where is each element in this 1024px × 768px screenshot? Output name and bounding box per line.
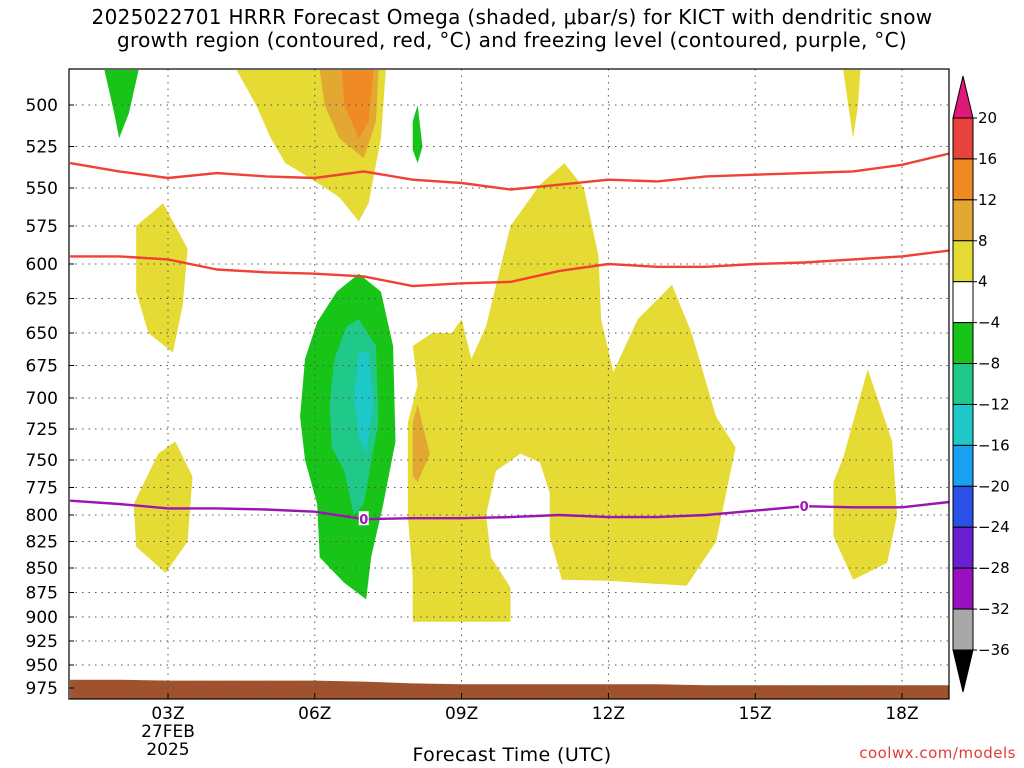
- contour-lines: 00: [69, 152, 949, 528]
- x-axis-label: Forecast Time (UTC): [412, 744, 612, 766]
- omega-region-9: [104, 70, 139, 139]
- colorbar-bottom-arrow: [952, 649, 974, 693]
- omega-region-10: [412, 105, 423, 164]
- colorbar-segment: [952, 526, 974, 569]
- dgz-contour-1: [70, 249, 949, 288]
- colorbar-label: −16: [978, 436, 1010, 454]
- colorbar-label: −24: [978, 518, 1010, 536]
- colorbar-label: 8: [978, 232, 988, 250]
- y-tick-label: 500: [26, 96, 58, 116]
- freezing-level-contour: [70, 499, 949, 521]
- x-tick-date-label: 27FEB: [141, 722, 195, 742]
- y-tick-label: 950: [26, 656, 58, 676]
- colorbar-segment: [952, 322, 974, 365]
- colorbar-label: −4: [978, 314, 1000, 332]
- colorbar-segment: [952, 403, 974, 446]
- colorbar-label: −36: [978, 641, 1010, 659]
- colorbar-segment: [952, 608, 974, 651]
- colorbar-label: 4: [978, 273, 988, 291]
- y-tick-label: 800: [26, 506, 58, 526]
- freezing-level-label: 0: [800, 500, 809, 515]
- colorbar-segment: [952, 240, 974, 283]
- x-tick-date-label: 2025: [146, 740, 189, 760]
- y-tick-label: 575: [26, 217, 58, 237]
- y-tick-label: 650: [26, 324, 58, 344]
- freezing-label-bg: [358, 511, 369, 526]
- y-tick-label: 725: [26, 420, 58, 440]
- y-tick-label: 850: [26, 559, 58, 579]
- colorbar-label: −12: [978, 395, 1010, 413]
- y-tick-label: 825: [26, 533, 58, 553]
- colorbar-label: 12: [978, 191, 997, 209]
- plot-area: [70, 70, 949, 699]
- x-tick-label: 15Z: [739, 704, 772, 724]
- colorbar-segment: [952, 363, 974, 405]
- colorbar-segment: [952, 281, 974, 324]
- omega-region-2: [341, 70, 374, 139]
- y-tick-label: 875: [26, 584, 58, 604]
- y-tick-label: 750: [26, 451, 58, 471]
- colorbar-label: −32: [978, 600, 1010, 618]
- colorbar: 20 16 12 8 4 −4 −8 −12 −16 −20 −24 −28 −32 −36: [952, 75, 1010, 693]
- y-tick-label: 975: [26, 679, 58, 699]
- freezing-label-bg: [799, 498, 810, 513]
- colorbar-segment: [952, 158, 974, 201]
- plot-frame: [68, 68, 950, 700]
- colorbar-segment: [952, 199, 974, 242]
- omega-region-8: [412, 404, 430, 482]
- y-tick-label: 625: [26, 290, 58, 310]
- x-tick-label: 03Z: [151, 704, 184, 724]
- colorbar-label: −28: [978, 559, 1010, 577]
- omega-region-7: [833, 369, 898, 580]
- omega-region-13: [353, 352, 374, 454]
- x-tick-label: 09Z: [445, 704, 478, 724]
- y-tick-label: 900: [26, 608, 58, 628]
- y-tick-label: 550: [26, 179, 58, 199]
- x-tick-label: 06Z: [298, 704, 331, 724]
- omega-region-3: [843, 70, 861, 139]
- site-credit[interactable]: coolwx.com/models: [859, 744, 1016, 762]
- y-tick-label: 675: [26, 357, 58, 377]
- colorbar-label: 16: [978, 150, 997, 168]
- title-line-2: growth region (contoured, red, °C) and f…: [117, 28, 907, 52]
- colorbar-top-arrow: [952, 75, 974, 119]
- axes: 500 525 550 575 600 625 650 675 700 725 750 775 800 8…: [26, 96, 919, 760]
- x-tick-label: 18Z: [885, 704, 918, 724]
- colorbar-segment: [952, 117, 974, 160]
- colorbar-label: −20: [978, 477, 1010, 495]
- colorbar-segment: [952, 444, 974, 487]
- colorbar-segment: [952, 485, 974, 528]
- x-tick-label: 12Z: [592, 704, 625, 724]
- y-tick-label: 525: [26, 138, 58, 158]
- chart-title: 2025022701 HRRR Forecast Omega (shaded, …: [0, 6, 1024, 52]
- omega-region-6: [407, 163, 736, 622]
- omega-region-4: [136, 203, 188, 353]
- title-line-1: 2025022701 HRRR Forecast Omega (shaded, …: [91, 5, 933, 29]
- y-tick-label: 600: [26, 255, 58, 275]
- colorbar-label: −8: [978, 355, 1000, 373]
- terrain-fill: [70, 679, 949, 699]
- y-tick-label: 925: [26, 632, 58, 652]
- freezing-level-label: 0: [359, 513, 368, 528]
- y-tick-label: 700: [26, 389, 58, 409]
- colorbar-segment: [952, 567, 974, 610]
- dgz-contour-0: [69, 152, 949, 191]
- y-tick-label: 775: [26, 479, 58, 499]
- colorbar-label: 20: [978, 109, 997, 127]
